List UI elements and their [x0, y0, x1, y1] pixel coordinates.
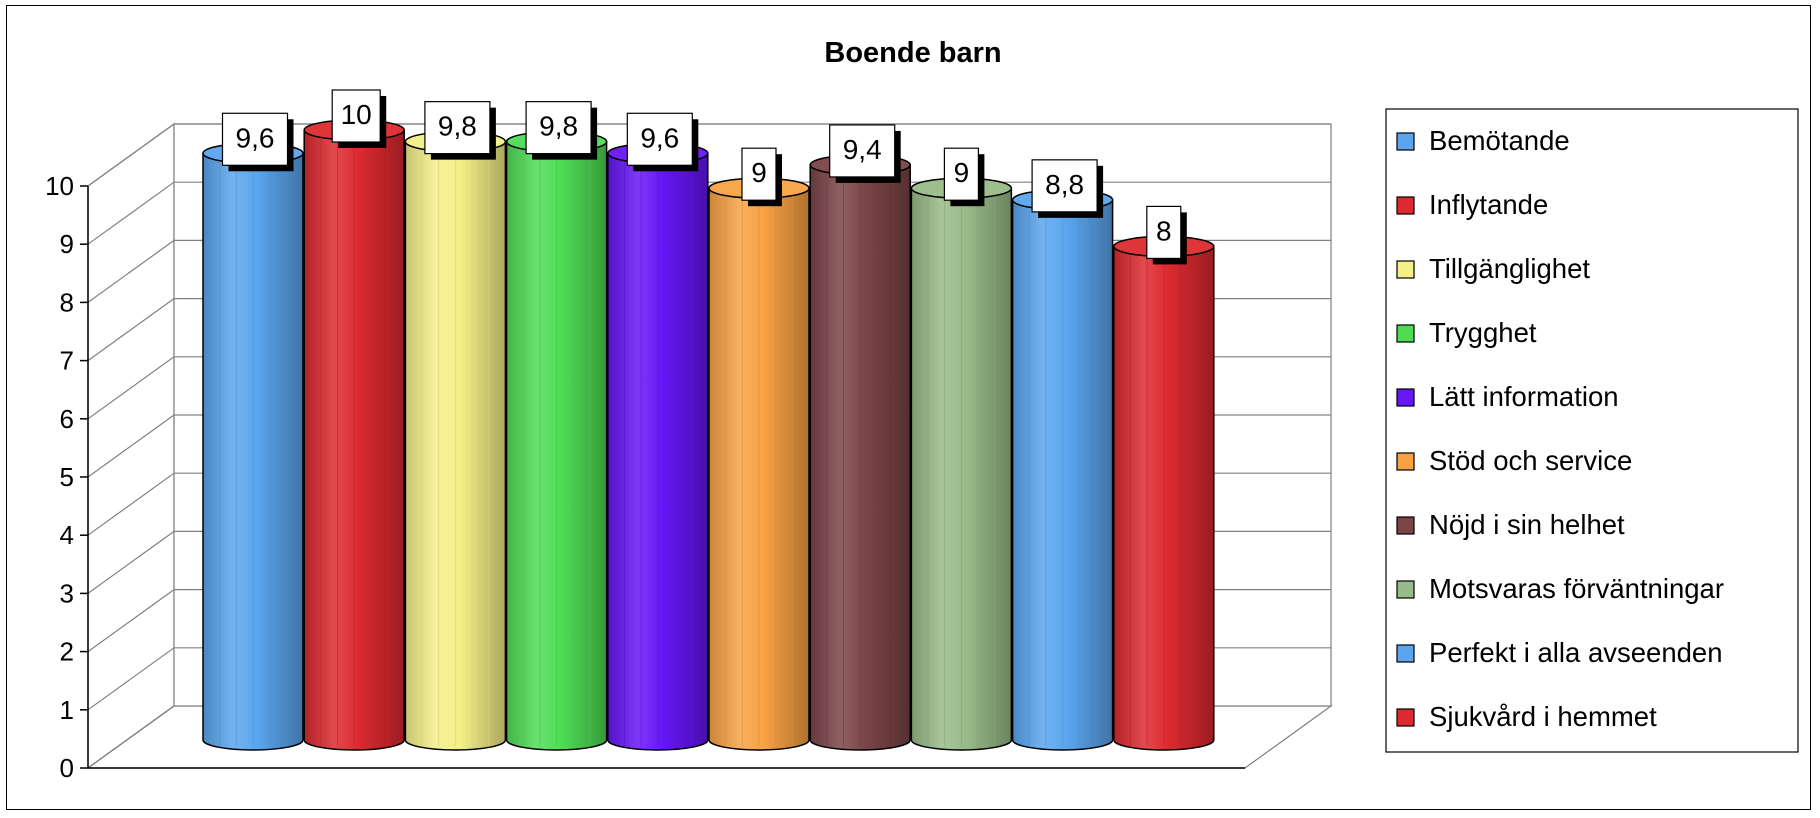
side-gridline — [87, 181, 175, 245]
bar — [202, 142, 304, 751]
legend-label: Trygghet — [1429, 317, 1537, 348]
legend-swatch — [1396, 452, 1415, 471]
bar — [404, 130, 507, 751]
side-gridline — [87, 414, 175, 478]
data-label-box — [1146, 205, 1182, 259]
data-label-box — [525, 101, 592, 155]
legend-label: Motsvaras förväntningar — [1429, 573, 1724, 604]
data-label: 9 — [943, 147, 985, 207]
legend-item: Inflytande — [1396, 189, 1548, 220]
data-label-box — [626, 112, 693, 166]
legend-label: Inflytande — [1429, 189, 1548, 220]
bar — [1011, 189, 1114, 751]
side-gridline — [87, 239, 175, 303]
legend: Bemötande Inflytande Tillgänglighet Trygghe… — [1385, 108, 1799, 753]
side-gridline — [87, 530, 175, 594]
data-label-text: 9,8 — [438, 111, 477, 142]
side-gridline — [87, 705, 175, 769]
legend-swatch — [1396, 580, 1415, 599]
data-label-text: 9,6 — [236, 122, 275, 153]
bar — [708, 177, 810, 751]
data-label: 9 — [741, 147, 782, 207]
y-tick-label: 9 — [60, 229, 74, 259]
data-label-text: 9 — [751, 157, 767, 188]
y-tick-label: 4 — [60, 520, 74, 550]
data-label-box — [943, 147, 980, 201]
legend-swatch — [1396, 708, 1415, 727]
bar — [303, 119, 405, 751]
bar — [910, 177, 1013, 751]
y-tick-label: 10 — [45, 171, 74, 201]
side-gridline — [87, 647, 175, 711]
legend-item: Lätt information — [1396, 381, 1619, 412]
data-label-box — [829, 124, 896, 178]
legend-swatch — [1396, 516, 1415, 535]
side-gridline — [87, 356, 175, 420]
legend-box — [1385, 108, 1799, 753]
y-tick-label: 1 — [60, 695, 74, 725]
data-label-box — [221, 112, 289, 166]
y-tick-label: 7 — [60, 346, 74, 376]
data-label: 9,8 — [424, 101, 496, 160]
y-tick-label: 0 — [60, 753, 74, 783]
data-label-text: 8,8 — [1045, 169, 1084, 200]
legend-label: Lätt information — [1429, 381, 1619, 412]
legend-swatch — [1396, 388, 1415, 407]
legend-item: Motsvaras förväntningar — [1396, 573, 1724, 604]
data-label: 8 — [1146, 205, 1187, 265]
y-tick-label: 2 — [60, 637, 74, 667]
chart-title: Boende barn — [824, 37, 1001, 69]
legend-label: Sjukvård i hemmet — [1429, 701, 1657, 732]
data-label-box — [424, 101, 491, 155]
legend-swatch — [1396, 644, 1415, 663]
data-label-text: 9,4 — [843, 134, 882, 165]
data-labels: 9,6 10 9,8 9,8 9,6 9 9,4 9 8,8 8 — [221, 89, 1187, 265]
legend-item: Nöjd i sin helhet — [1396, 509, 1625, 540]
data-label: 9,4 — [829, 124, 901, 183]
bar — [809, 154, 911, 751]
data-label: 8,8 — [1031, 159, 1104, 218]
legend-label: Nöjd i sin helhet — [1429, 509, 1625, 540]
bar — [607, 142, 709, 751]
legend-swatch — [1396, 260, 1415, 279]
legend-item: Bemötande — [1396, 125, 1570, 156]
bar — [505, 130, 608, 751]
y-tick-label: 5 — [60, 462, 74, 492]
legend-label: Stöd och service — [1429, 445, 1632, 476]
side-gridline — [87, 589, 175, 653]
legend-item: Tillgänglighet — [1396, 253, 1590, 284]
legend-swatch — [1396, 324, 1415, 343]
y-tick-label: 8 — [60, 287, 74, 317]
legend-label: Perfekt i alla avseenden — [1429, 637, 1723, 668]
data-label-box — [741, 147, 777, 201]
side-gridline — [87, 472, 175, 536]
y-axis: 0 1 2 3 4 5 6 7 8 9 10 — [45, 171, 1245, 783]
legend-swatch — [1396, 196, 1415, 215]
side-gridline — [87, 298, 175, 362]
data-label: 9,8 — [525, 101, 598, 160]
legend-label: Bemötande — [1429, 125, 1570, 156]
bar — [1113, 235, 1215, 751]
data-label-box — [331, 89, 381, 143]
legend-swatch — [1396, 132, 1415, 151]
data-label-text: 9,6 — [640, 122, 679, 153]
legend-item: Stöd och service — [1396, 445, 1632, 476]
data-label: 9,6 — [221, 112, 294, 172]
data-label: 10 — [331, 89, 387, 148]
y-tick-label: 3 — [60, 578, 74, 608]
y-tick-label: 6 — [60, 404, 74, 434]
legend-item: Perfekt i alla avseenden — [1396, 637, 1723, 668]
side-gridline — [87, 123, 175, 187]
legend-item: Trygghet — [1396, 317, 1537, 348]
data-label-box — [1031, 159, 1098, 213]
legend-item: Sjukvård i hemmet — [1396, 701, 1657, 732]
data-label: 9,6 — [626, 112, 699, 172]
data-label-text: 9,8 — [539, 111, 578, 142]
legend-label: Tillgänglighet — [1429, 253, 1590, 284]
data-label-text: 10 — [341, 99, 372, 130]
data-label-text: 8 — [1156, 215, 1172, 246]
data-label-text: 9 — [954, 157, 970, 188]
